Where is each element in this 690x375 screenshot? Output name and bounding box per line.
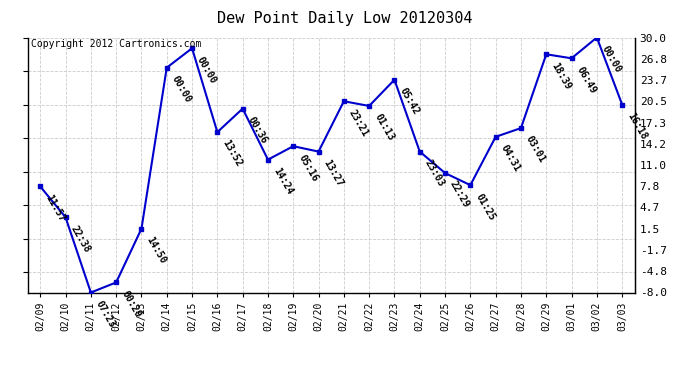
- Text: 01:13: 01:13: [372, 112, 395, 143]
- Text: Copyright 2012 Cartronics.com: Copyright 2012 Cartronics.com: [30, 39, 201, 49]
- Text: 00:00: 00:00: [195, 55, 219, 85]
- Text: 04:31: 04:31: [499, 143, 522, 174]
- Text: 05:42: 05:42: [397, 86, 421, 117]
- Text: 13:27: 13:27: [322, 158, 345, 188]
- Text: 16:18: 16:18: [625, 111, 649, 141]
- Text: 14:50: 14:50: [144, 235, 168, 266]
- Text: 23:21: 23:21: [347, 108, 371, 138]
- Text: 13:52: 13:52: [220, 138, 244, 169]
- Text: Dew Point Daily Low 20120304: Dew Point Daily Low 20120304: [217, 11, 473, 26]
- Text: 07:23: 07:23: [94, 299, 117, 329]
- Text: 05:16: 05:16: [296, 153, 319, 183]
- Text: 06:49: 06:49: [575, 64, 598, 95]
- Text: 00:00: 00:00: [600, 44, 623, 74]
- Text: 00:00: 00:00: [170, 74, 193, 105]
- Text: 22:29: 22:29: [448, 179, 471, 210]
- Text: 14:24: 14:24: [271, 166, 295, 196]
- Text: 23:03: 23:03: [423, 158, 446, 188]
- Text: 00:36: 00:36: [246, 115, 269, 146]
- Text: 11:57: 11:57: [43, 193, 67, 223]
- Text: 03:01: 03:01: [524, 135, 547, 165]
- Text: 00:29: 00:29: [119, 289, 143, 319]
- Text: 18:39: 18:39: [549, 61, 573, 91]
- Text: 01:25: 01:25: [473, 192, 497, 222]
- Text: 22:38: 22:38: [68, 224, 92, 254]
